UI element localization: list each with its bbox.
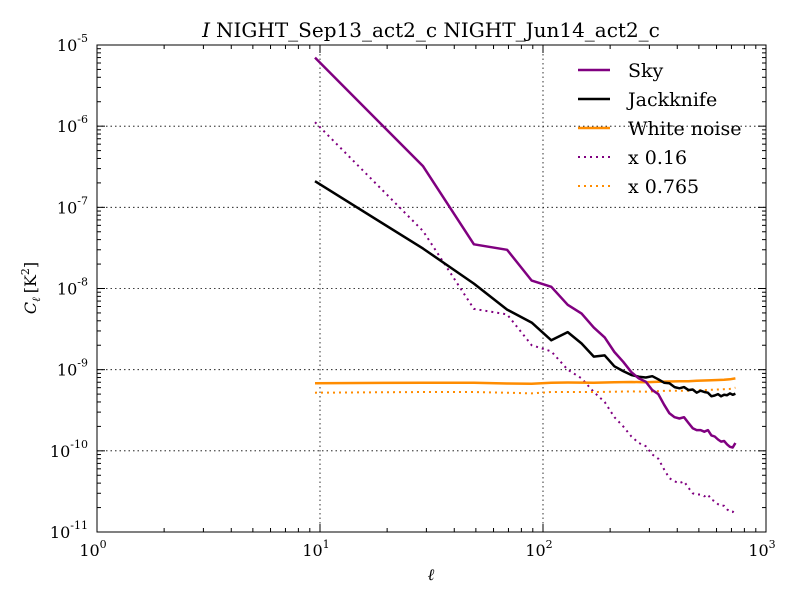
x-tick-label: 100 [79, 538, 106, 560]
series-line-jackknife [314, 180, 736, 398]
y-tick-label: 10-7 [57, 194, 88, 217]
y-tick-base: 10 [57, 36, 77, 55]
y-tick-base: 10 [50, 523, 70, 542]
y-tick-base: 10 [57, 361, 77, 380]
y-axis-label: Cℓ [K2] [19, 262, 43, 314]
legend: Sky Jackknife White noise x 0.16 x 0.765 [578, 60, 742, 198]
y-tick-label: 10-5 [57, 32, 88, 55]
legend-label: White noise [628, 118, 742, 140]
y-tick-exponent: -10 [70, 438, 88, 451]
title-symbol: I [201, 18, 211, 42]
y-tick-label: 10-8 [57, 276, 88, 299]
title-text: NIGHT_Sep13_act2_c NIGHT_Jun14_act2_c [216, 18, 660, 42]
y-tick-label: 10-11 [50, 519, 88, 542]
ticks [96, 44, 767, 533]
y-axis-symbol: C [21, 302, 40, 314]
y-tick-label: 10-6 [57, 113, 88, 136]
legend-label: x 0.16 [628, 147, 687, 169]
y-tick-exponent: -5 [77, 32, 88, 45]
y-axis-subscript: ℓ [30, 297, 43, 302]
y-tick-exponent: -11 [70, 519, 88, 532]
x-axis-label: ℓ [428, 565, 435, 584]
legend-label: x 0.765 [628, 176, 699, 198]
y-tick-base: 10 [57, 280, 77, 299]
y-tick-base: 10 [57, 198, 77, 217]
y-tick-label: 10-9 [57, 357, 88, 380]
y-axis-unit: [K [21, 274, 40, 293]
x-tick-label: 101 [302, 538, 329, 560]
y-tick-base: 10 [57, 117, 77, 136]
legend-label: Sky [628, 60, 664, 82]
series-line-white-noise [314, 377, 736, 386]
x-tick-label: 102 [525, 538, 552, 560]
y-axis-unit-exp: 2 [19, 268, 32, 275]
y-tick-exponent: -9 [77, 357, 88, 370]
x-tick-exponent: 0 [100, 538, 107, 551]
x-tick-exponent: 1 [323, 538, 330, 551]
series-layer [314, 56, 737, 514]
y-tick-exponent: -7 [77, 194, 88, 207]
y-tick-label: 10-10 [50, 438, 88, 461]
x-tick-exponent: 2 [546, 538, 553, 551]
y-axis-unit-close: ] [21, 262, 40, 268]
x-tick-label: 103 [748, 538, 775, 560]
y-tick-base: 10 [50, 442, 70, 461]
y-tick-exponent: -8 [77, 276, 88, 289]
y-tick-exponent: -6 [77, 113, 88, 126]
series-line-sky [314, 56, 737, 449]
x-tick-exponent: 3 [769, 538, 776, 551]
series-line-x-0-16 [314, 121, 737, 514]
legend-label: Jackknife [626, 89, 717, 111]
chart-title: I NIGHT_Sep13_act2_c NIGHT_Jun14_act2_c [201, 18, 660, 42]
